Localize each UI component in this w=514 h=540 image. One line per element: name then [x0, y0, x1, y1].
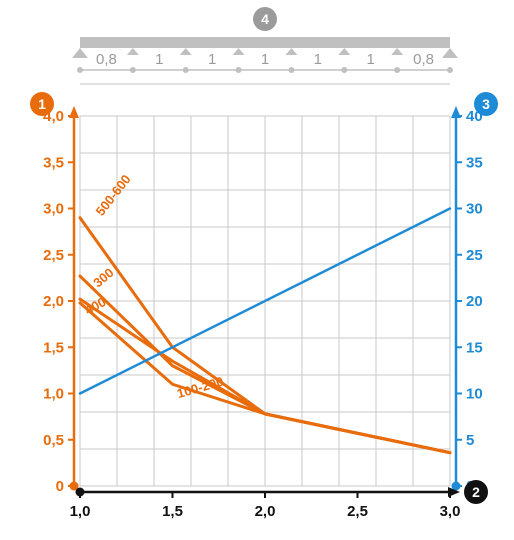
support-triangle — [180, 48, 192, 55]
x-tick-label: 3,0 — [440, 503, 461, 520]
left-tick-label: 0 — [56, 478, 64, 495]
left-tick-label: 2,0 — [43, 293, 64, 310]
top-ruler-label: 0,8 — [413, 51, 434, 68]
chart-svg: 0,8111110,8500-600300400100-20000,51,01,… — [0, 0, 514, 540]
left-tick-label: 3,5 — [43, 154, 64, 171]
series-label-500-600: 500-600 — [93, 172, 134, 219]
left-tick-label: 1,5 — [43, 339, 64, 356]
top-ruler-label: 1 — [261, 51, 269, 68]
support-triangle — [338, 48, 350, 55]
support-triangle — [442, 48, 458, 58]
support-triangle — [72, 48, 88, 58]
top-ruler-label: 1 — [208, 51, 216, 68]
right-tick-label: 25 — [466, 247, 483, 264]
support-triangle — [285, 48, 297, 55]
right-tick-label: 20 — [466, 293, 483, 310]
support-triangle — [233, 48, 245, 55]
right-tick-label: 35 — [466, 154, 483, 171]
dim-dot — [236, 67, 242, 73]
right-tick-label: 5 — [466, 432, 474, 449]
dim-dot — [394, 67, 400, 73]
badge-4: 4 — [253, 7, 277, 31]
top-ruler-label: 0,8 — [96, 51, 117, 68]
top-ruler-label: 1 — [367, 51, 375, 68]
support-triangle — [127, 48, 139, 55]
support-triangle — [391, 48, 403, 55]
x-tick-label: 1,5 — [162, 503, 183, 520]
dim-dot — [130, 67, 136, 73]
right-tick-label: 10 — [466, 386, 483, 403]
top-ruler-label: 1 — [155, 51, 163, 68]
left-tick-label: 3,0 — [43, 201, 64, 218]
x-tick-label: 2,0 — [255, 503, 276, 520]
x-tick-label: 1,0 — [70, 503, 91, 520]
badge-1: 1 — [30, 92, 54, 116]
series-label-300: 300 — [90, 265, 116, 290]
left-tick-label: 0,5 — [43, 432, 64, 449]
right-tick-label: 15 — [466, 339, 483, 356]
top-ruler-label: 1 — [314, 51, 322, 68]
dim-dot — [77, 67, 83, 73]
left-tick-label: 1,0 — [43, 386, 64, 403]
top-ruler-bar — [80, 37, 450, 48]
dim-dot — [288, 67, 294, 73]
left-tick-label: 2,5 — [43, 247, 64, 264]
dim-dot — [447, 67, 453, 73]
right-tick-label: 30 — [466, 201, 483, 218]
dim-dot — [341, 67, 347, 73]
dim-dot — [183, 67, 189, 73]
badge-2: 2 — [464, 480, 488, 504]
x-tick-label: 2,5 — [347, 503, 368, 520]
badge-3: 3 — [474, 92, 498, 116]
